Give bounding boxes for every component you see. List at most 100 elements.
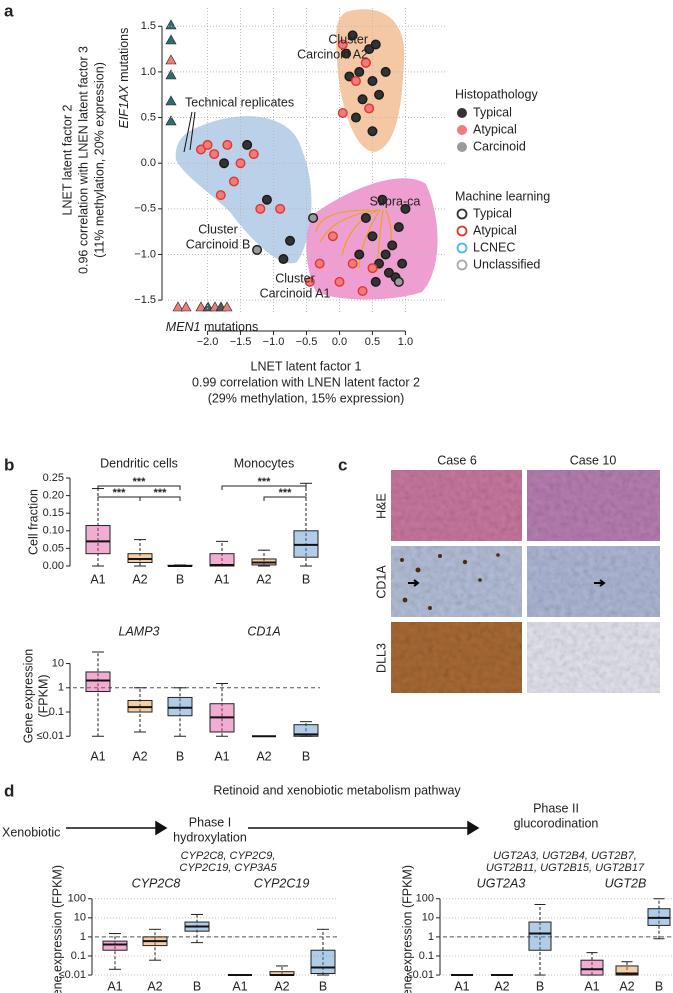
x-axis-label: (29% methylation, 15% expression) <box>208 391 405 405</box>
y-axis-label: Gene expression (FPKM) <box>50 865 64 993</box>
point <box>337 39 348 50</box>
gene-list: CYP2C19, CYP3A5 <box>179 862 277 874</box>
point <box>222 139 233 150</box>
y-tick-label: 0.05 <box>43 542 64 554</box>
triangle <box>221 301 233 312</box>
mutation-label: EIF1AX mutations <box>117 28 131 129</box>
category-label: A2 <box>494 979 509 993</box>
y-tick-label: 1.0 <box>141 66 156 78</box>
x-tick-label: −1.0 <box>263 336 285 348</box>
pathway-title: Retinoid and xenobiotic metabolism pathw… <box>213 783 461 797</box>
gene-name: EIF1AX <box>117 85 131 129</box>
point <box>357 286 368 297</box>
point <box>393 222 404 233</box>
ihc-tile <box>527 546 660 617</box>
panel-title: LAMP3 <box>119 624 160 638</box>
category-label: B <box>655 979 663 993</box>
point <box>242 139 253 150</box>
significance-label: *** <box>154 487 168 499</box>
category-label: A1 <box>214 572 229 586</box>
category-label: A2 <box>256 572 271 586</box>
point <box>360 212 371 223</box>
pointer <box>183 111 193 153</box>
significance-label: *** <box>113 487 127 499</box>
legend-swatch <box>456 225 468 237</box>
y-tick-label: 0.0 <box>141 157 156 169</box>
significance-label: *** <box>258 476 272 488</box>
triangle <box>180 301 192 312</box>
y-tick-label: 1 <box>428 931 434 943</box>
category-label: A2 <box>256 749 271 763</box>
point <box>327 231 338 242</box>
category-label: B <box>302 749 310 763</box>
stain-dot <box>438 554 442 558</box>
point <box>337 107 348 118</box>
y-tick-label: 0.1 <box>49 706 64 718</box>
point <box>354 66 365 77</box>
y-tick-label: 1 <box>80 931 86 943</box>
legend-swatch <box>457 108 467 118</box>
point <box>354 249 365 260</box>
point <box>195 144 206 155</box>
arrow <box>408 579 420 587</box>
point <box>202 139 213 150</box>
x-tick-label: −1.5 <box>230 336 252 348</box>
y-axis-label: Gene expression <box>21 649 35 744</box>
arrow <box>594 579 606 587</box>
x-axis-label: LNET latent factor 1 <box>251 359 362 373</box>
y-tick-label: −1.0 <box>134 248 156 260</box>
ihc-tile <box>527 622 660 693</box>
point <box>347 30 358 41</box>
ihc-images <box>391 470 660 693</box>
stain-dot <box>496 553 500 557</box>
legend-label: LCNEC <box>473 240 515 254</box>
triangle <box>165 54 177 65</box>
column-label: Case 6 <box>437 453 477 467</box>
row-label: H&E <box>374 493 388 519</box>
point <box>341 48 352 59</box>
panel-label: b <box>4 455 14 474</box>
legend-label: Typical <box>473 206 512 220</box>
box <box>293 724 319 737</box>
point <box>350 76 361 87</box>
triangle <box>165 69 177 80</box>
panel-title: Monocytes <box>234 456 294 470</box>
y-tick-label: ≤0.01 <box>37 730 64 742</box>
y-tick-label: 100 <box>416 893 434 905</box>
point <box>228 176 239 187</box>
x-tick-label: −2.0 <box>197 336 219 348</box>
point <box>360 57 371 68</box>
box <box>580 959 604 976</box>
mutation-label: MEN1 mutations <box>166 320 258 334</box>
triangle <box>165 95 177 106</box>
point <box>367 76 378 87</box>
box <box>85 671 111 693</box>
y-tick-label: ≤0.01 <box>407 969 434 981</box>
point <box>397 258 408 269</box>
box <box>310 949 336 975</box>
legend-swatch <box>456 208 468 220</box>
point <box>275 203 286 214</box>
annotation: Cluster <box>198 222 238 236</box>
legend-title: Machine learning <box>455 189 550 203</box>
replicate-pointers <box>183 111 196 153</box>
stain-dot <box>400 558 404 562</box>
box <box>167 696 193 717</box>
point <box>344 71 355 82</box>
triangle <box>195 301 207 312</box>
point <box>278 254 289 265</box>
point <box>364 44 375 55</box>
significance-bracket <box>139 496 181 501</box>
y-tick-label: 0.5 <box>141 111 156 123</box>
panel-label: d <box>4 781 14 800</box>
x-tick-label: −0.5 <box>296 336 318 348</box>
y-tick-label: 0.00 <box>43 560 64 572</box>
ihc-tile <box>391 622 522 693</box>
men1-markers <box>172 301 233 312</box>
x-tick-label: 1.0 <box>398 336 413 348</box>
point <box>235 158 246 169</box>
panel-title: UGT2B <box>605 876 647 890</box>
category-label: A1 <box>107 979 122 993</box>
point <box>374 258 385 269</box>
